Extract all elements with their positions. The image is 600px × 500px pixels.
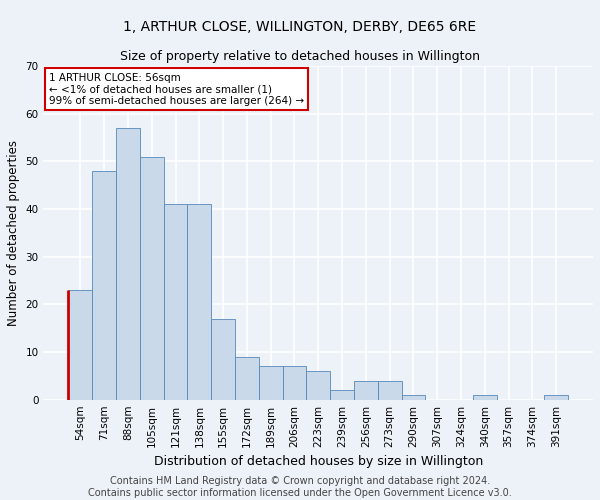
- Bar: [544, 395, 568, 400]
- Bar: [473, 395, 497, 400]
- Bar: [187, 204, 211, 400]
- Bar: [116, 128, 140, 400]
- Bar: [68, 290, 92, 400]
- Text: 1 ARTHUR CLOSE: 56sqm
← <1% of detached houses are smaller (1)
99% of semi-detac: 1 ARTHUR CLOSE: 56sqm ← <1% of detached …: [49, 72, 304, 106]
- Bar: [235, 357, 259, 400]
- Bar: [401, 395, 425, 400]
- Bar: [307, 371, 330, 400]
- Bar: [140, 156, 164, 400]
- Text: 1, ARTHUR CLOSE, WILLINGTON, DERBY, DE65 6RE: 1, ARTHUR CLOSE, WILLINGTON, DERBY, DE65…: [124, 20, 476, 34]
- Bar: [378, 380, 401, 400]
- Bar: [164, 204, 187, 400]
- Bar: [92, 171, 116, 400]
- X-axis label: Distribution of detached houses by size in Willington: Distribution of detached houses by size …: [154, 455, 483, 468]
- Y-axis label: Number of detached properties: Number of detached properties: [7, 140, 20, 326]
- Text: Contains HM Land Registry data © Crown copyright and database right 2024.
Contai: Contains HM Land Registry data © Crown c…: [88, 476, 512, 498]
- Bar: [283, 366, 307, 400]
- Bar: [330, 390, 354, 400]
- Bar: [354, 380, 378, 400]
- Bar: [259, 366, 283, 400]
- Bar: [211, 318, 235, 400]
- Text: Size of property relative to detached houses in Willington: Size of property relative to detached ho…: [120, 50, 480, 63]
